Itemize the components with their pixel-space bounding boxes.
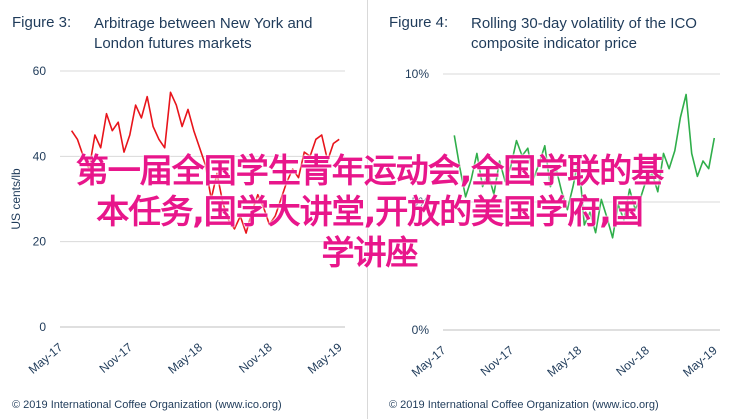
figure-3-xtick-label-4: May-19: [305, 340, 345, 377]
figure-3-ytick-label-3: 0: [39, 320, 46, 334]
figure-3-xtick-label-1: Nov-17: [97, 340, 136, 376]
figure-4-xtick-label-3: Nov-18: [613, 343, 652, 379]
figure-4-ytick-label-0: 10%: [405, 67, 429, 81]
figure-3-ytick-label-0: 60: [33, 64, 47, 78]
figure-3-ytick-label-2: 20: [33, 235, 47, 249]
figure-4-title: Rolling 30-day volatility of the ICO com…: [471, 14, 697, 54]
figure-3-xtick-label-3: Nov-18: [236, 340, 275, 376]
figure-4-ytick-label-1: 5%: [412, 195, 430, 209]
figure-3-xtick-label-2: May-18: [165, 340, 205, 377]
figure-4-title-line-1: Rolling 30-day volatility of the ICO: [471, 15, 697, 32]
figure-4-label: Figure 4:: [389, 14, 449, 31]
figure-3-title-line-1: Arbitrage between New York and: [94, 15, 313, 32]
figure-4-series-line-0: [453, 93, 716, 239]
figure-3-label: Figure 3:: [12, 14, 72, 31]
figure-3-xtick-label-0: May-17: [26, 340, 66, 377]
figure-3-panel: Figure 3: Arbitrage between New York and…: [0, 0, 368, 419]
figure-4-xtick-label-4: May-19: [680, 343, 720, 380]
figure-3-ytick-label-1: 40: [33, 149, 47, 163]
figure-4-title-line-2: composite indicator price: [471, 35, 637, 52]
figure-4-ytick-label-2: 0%: [412, 323, 430, 337]
figure-4-panel: Figure 4: Rolling 30-day volatility of t…: [369, 0, 739, 419]
figure-4-xtick-label-1: Nov-17: [478, 343, 517, 379]
figure-4-xtick-label-0: May-17: [409, 343, 449, 380]
figure-4-xtick-label-2: May-18: [544, 343, 584, 380]
figure-3-title: Arbitrage between New York and London fu…: [94, 14, 312, 54]
figure-3-title-line-2: London futures markets: [94, 35, 252, 52]
figure-4-credit: © 2019 International Coffee Organization…: [389, 399, 659, 411]
figure-3-series-line-0: [70, 91, 340, 234]
figure-3-y-axis-label: US cents/lb: [9, 168, 23, 230]
figure-3-credit: © 2019 International Coffee Organization…: [12, 399, 282, 411]
